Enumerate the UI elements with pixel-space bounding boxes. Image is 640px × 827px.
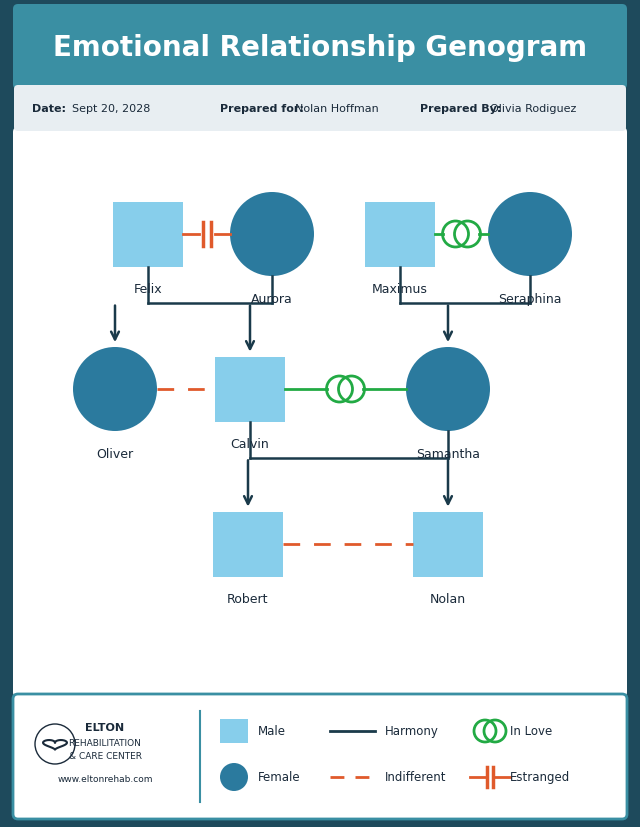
Text: Estranged: Estranged: [510, 771, 570, 783]
Text: Female: Female: [258, 771, 301, 783]
Text: Male: Male: [258, 724, 286, 738]
Text: Date:: Date:: [32, 104, 66, 114]
Text: www.eltonrehab.com: www.eltonrehab.com: [57, 775, 153, 783]
Circle shape: [406, 347, 490, 432]
FancyBboxPatch shape: [13, 5, 627, 90]
Text: & CARE CENTER: & CARE CENTER: [68, 752, 141, 761]
Text: Seraphina: Seraphina: [499, 293, 562, 306]
Text: Nolan: Nolan: [430, 593, 466, 605]
Text: In Love: In Love: [510, 724, 552, 738]
FancyBboxPatch shape: [13, 694, 627, 819]
Text: REHABILITATION: REHABILITATION: [68, 739, 141, 748]
FancyBboxPatch shape: [113, 203, 183, 267]
Text: Aurora: Aurora: [251, 293, 293, 306]
FancyBboxPatch shape: [215, 357, 285, 422]
Circle shape: [230, 193, 314, 277]
Text: Felix: Felix: [134, 283, 163, 296]
Text: ELTON: ELTON: [85, 722, 125, 732]
Text: Samantha: Samantha: [416, 447, 480, 461]
FancyBboxPatch shape: [14, 86, 626, 131]
Text: Prepared for:: Prepared for:: [220, 104, 304, 114]
Circle shape: [488, 193, 572, 277]
Text: Prepared By:: Prepared By:: [420, 104, 501, 114]
Text: Emotional Relationship Genogram: Emotional Relationship Genogram: [53, 34, 587, 62]
Text: Nolan Hoffman: Nolan Hoffman: [295, 104, 379, 114]
FancyBboxPatch shape: [413, 512, 483, 576]
Text: Harmony: Harmony: [385, 724, 439, 738]
FancyBboxPatch shape: [220, 719, 248, 743]
Text: Olivia Rodiguez: Olivia Rodiguez: [490, 104, 577, 114]
Text: Calvin: Calvin: [230, 438, 269, 451]
FancyBboxPatch shape: [213, 512, 283, 576]
Text: Oliver: Oliver: [97, 447, 134, 461]
Circle shape: [220, 763, 248, 791]
Text: Indifferent: Indifferent: [385, 771, 447, 783]
Text: Robert: Robert: [227, 593, 269, 605]
Text: Maximus: Maximus: [372, 283, 428, 296]
FancyBboxPatch shape: [13, 128, 627, 697]
Circle shape: [73, 347, 157, 432]
FancyBboxPatch shape: [365, 203, 435, 267]
Text: Sept 20, 2028: Sept 20, 2028: [72, 104, 150, 114]
